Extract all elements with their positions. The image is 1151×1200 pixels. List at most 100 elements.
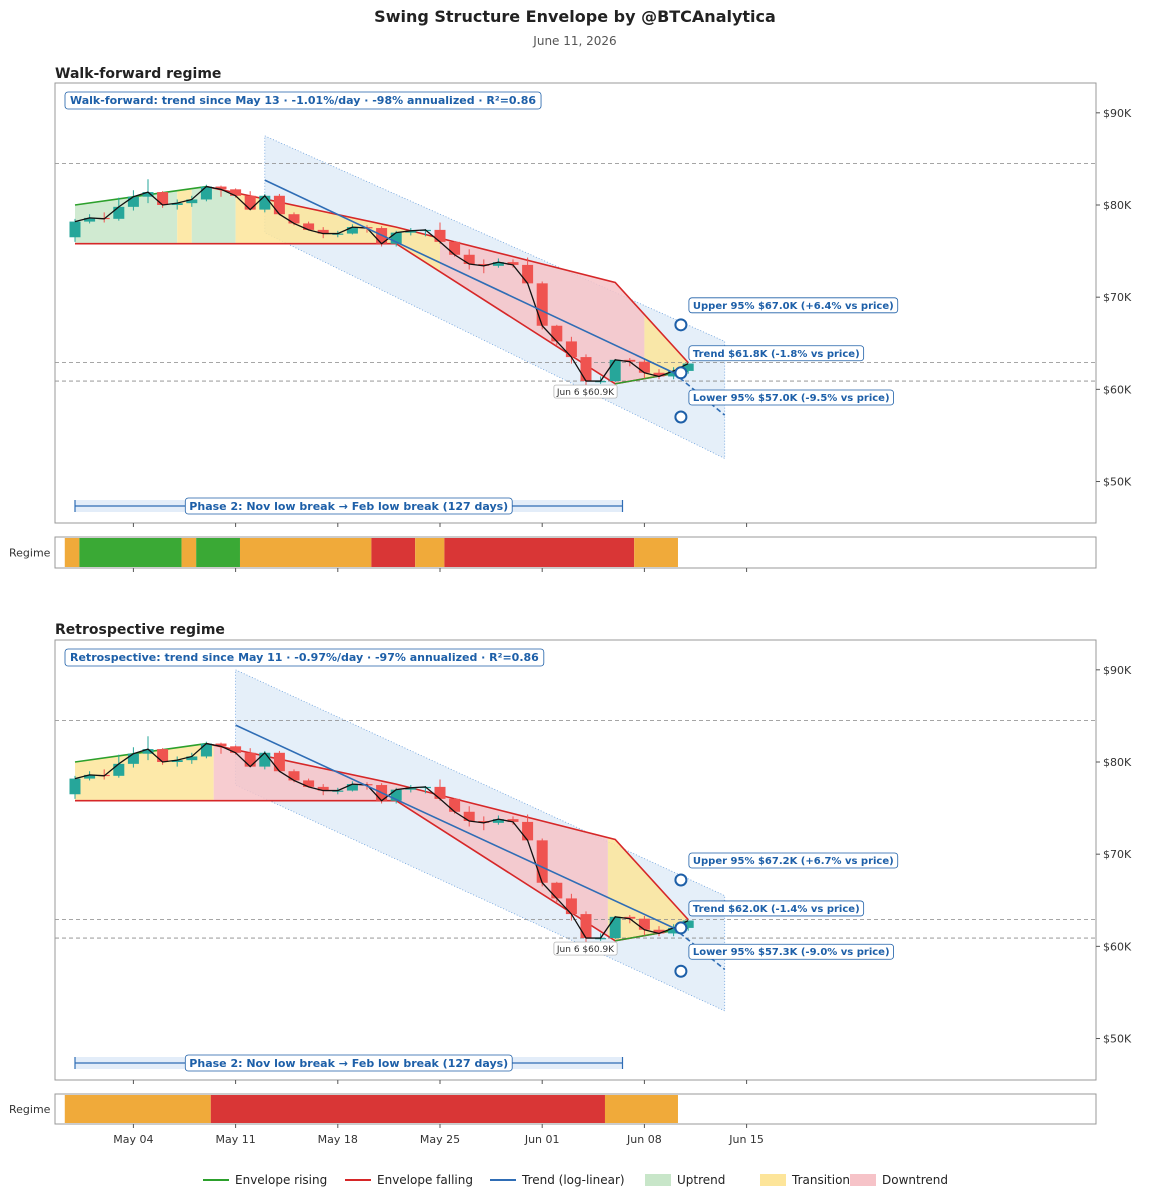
plot-frame-border [54,82,1097,524]
candle-body [273,752,285,772]
candle-body [536,283,548,326]
panel-2: Retrospective regime Upper 95% $67.2K (+6… [9,622,1132,1146]
target-label-box [688,345,865,362]
candle-body [478,820,490,823]
target-marker [674,318,688,332]
candle-body [346,227,358,234]
candle-body [405,787,417,790]
candle-body [84,774,96,779]
candle-body [142,192,154,197]
candle-body [157,749,169,762]
regime-segment-transition [64,1095,211,1123]
candle-body [434,786,446,799]
candle-body [244,195,256,210]
x-tick-label: May 25 [420,1133,460,1146]
y-tick-label: $60K [1103,940,1132,953]
regime-shading-transition [177,188,192,244]
x-tick-label: Jun 01 [524,1133,560,1146]
legend-label: Downtrend [882,1173,948,1187]
candle-body [200,743,212,757]
regime-segment-transition [64,538,80,567]
candle-body [449,241,461,255]
x-tick-label: May 18 [318,1133,358,1146]
candle-body [303,223,315,230]
target-label-box [688,900,865,917]
low-label: Jun 6 $60.9K [556,945,615,955]
y-tick-label: $80K [1103,199,1132,212]
close-line [74,742,689,939]
candle-body [317,229,329,234]
regime-shading-uptrend [75,190,178,244]
candle-body [113,763,125,776]
candle-body [259,195,271,210]
trend-line [264,179,674,374]
regime-segment-transition [415,538,445,567]
candle-body [157,192,169,205]
envelope-falling-upper [206,185,689,364]
y-tick-label: $70K [1103,848,1132,861]
candle-body [215,186,227,190]
target-label-box [688,943,894,960]
panel-title: Walk-forward regime [55,66,221,82]
regime-segment-downtrend [371,538,416,567]
target-label: Trend $62.0K (-1.4% vs price) [693,904,860,915]
legend-label: Uptrend [677,1173,725,1187]
regime-segment-uptrend [196,538,240,567]
candle-body [273,195,285,215]
chart-title: Swing Structure Envelope by @BTCAnalytic… [374,7,776,26]
candle-body [303,780,315,787]
phase-label: Phase 2: Nov low break → Feb low break (… [189,500,508,513]
candle-body [478,263,490,266]
candle-body [551,325,563,342]
target-label: Trend $61.8K (-1.8% vs price) [693,349,860,360]
regime-shading-uptrend [191,186,236,244]
candle-body [638,918,650,930]
candle-body [653,372,665,377]
chart-subtitle: June 11, 2026 [532,34,616,48]
low-label-box [553,941,618,956]
regime-segment-downtrend [444,538,635,567]
y-tick-label: $50K [1103,1033,1132,1046]
regime-shading-downtrend [213,745,608,937]
candle-body [230,189,242,196]
target-label: Lower 95% $57.3K (-9.0% vs price) [693,947,890,958]
candle-body [215,743,227,747]
candle-body [346,784,358,791]
candle-body [390,789,402,801]
y-tick-label: $60K [1103,383,1132,396]
regime-label: Regime [9,1103,51,1116]
candle-body [551,882,563,899]
candle-body [127,753,139,764]
x-tick-label: May 04 [113,1133,153,1146]
low-label-box [553,384,618,399]
envelope-falling-upper [206,742,689,921]
candle-body [463,254,475,264]
trend-annotation-box [64,648,545,667]
regime-segment-transition [239,538,372,567]
y-tick-label: $70K [1103,291,1132,304]
target-marker [674,873,688,887]
candle-body [171,760,183,762]
candle-body [565,341,577,358]
y-tick-label: $50K [1103,476,1132,489]
candle-body [142,749,154,754]
close-line [74,185,689,382]
target-label: Upper 95% $67.0K (+6.4% vs price) [693,301,894,312]
candle-body [84,217,96,222]
phase-label-box [184,1054,513,1072]
y-tick-label: $80K [1103,756,1132,769]
target-label-box [688,297,899,314]
candle-body [463,811,475,821]
candle-body [244,752,256,767]
candle-body [434,229,446,242]
target-marker [674,366,688,380]
target-marker [674,964,688,978]
legend-label: Trend (log-linear) [521,1173,625,1187]
regime-segment-uptrend [79,538,182,567]
candle-body [668,927,680,934]
regime-shading-downtrend [440,238,470,291]
trend-annotation: Retrospective: trend since May 11 · -0.9… [70,651,539,664]
regime-segment-downtrend [210,1095,605,1123]
regime-segment-transition [181,538,197,567]
